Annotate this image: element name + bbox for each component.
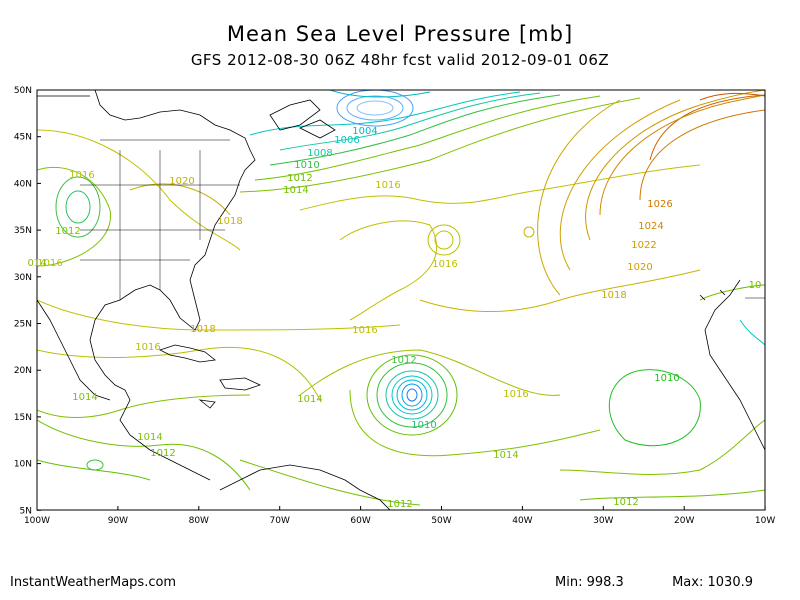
lon-tick-label: 100W: [24, 516, 50, 526]
site-credit: InstantWeatherMaps.com: [10, 575, 177, 590]
isobar-label: 1010: [411, 420, 436, 431]
isobar-label: 014: [27, 258, 46, 269]
isobar-label: 1014: [493, 450, 518, 461]
lat-tick-label: 20N: [14, 366, 32, 376]
min-label: Min:: [555, 575, 583, 590]
azores-high-contours: [537, 90, 765, 296]
isobar-label: 1020: [627, 262, 652, 273]
lon-tick-label: 20W: [674, 516, 694, 526]
longitude-axis: 100W 90W 80W 70W 60W 50W 40W 30W 20W 10W: [24, 506, 775, 526]
africa-contours: [559, 284, 765, 501]
isobar-label: 1022: [631, 240, 656, 251]
isobar-label: 1016: [375, 180, 400, 191]
borders: [80, 139, 765, 300]
lon-tick-label: 70W: [270, 516, 290, 526]
isobar-label: 1014: [297, 394, 322, 405]
lat-tick-label: 5N: [20, 506, 32, 516]
min-max-stats: Min: 998.3 Max: 1030.9: [555, 575, 753, 590]
tropical-cyclone-contours: [299, 349, 601, 457]
lat-tick-label: 15N: [14, 413, 32, 423]
lon-tick-label: 40W: [512, 516, 532, 526]
lat-tick-label: 50N: [14, 86, 32, 96]
isobar-label: 1016: [503, 389, 528, 400]
isobar-label: 1016: [352, 325, 377, 336]
isobar-label: 1010: [654, 373, 679, 384]
isobar-label: 1010: [294, 160, 319, 171]
lat-tick-label: 45N: [14, 133, 32, 143]
isobar-label: 1014: [137, 432, 162, 443]
lon-tick-label: 30W: [593, 516, 613, 526]
isobar-label: 1020: [169, 176, 194, 187]
lat-tick-label: 30N: [14, 273, 32, 283]
isobar-label: 1018: [601, 290, 626, 301]
isobar-label: 1016: [37, 258, 62, 269]
lat-tick-label: 25N: [14, 320, 32, 330]
map-title: Mean Sea Level Pressure [mb]: [226, 22, 574, 46]
isobar-label: 1012: [613, 497, 638, 508]
isobar-label: 1008: [307, 148, 332, 159]
isobar-label: 1018: [217, 216, 242, 227]
lat-tick-label: 35N: [14, 226, 32, 236]
isobar-label: 1012: [55, 226, 80, 237]
isobar-label: 1016: [432, 259, 457, 270]
isobar-label: 1016: [69, 170, 94, 181]
contour-layer: [37, 90, 765, 510]
isobar-label: 1026: [647, 199, 672, 210]
min-value: 998.3: [586, 575, 624, 590]
western-contours: [37, 129, 421, 506]
map-subtitle: GFS 2012-08-30 06Z 48hr fcst valid 2012-…: [190, 51, 610, 69]
lat-tick-label: 10N: [14, 460, 32, 470]
max-value: 1030.9: [707, 575, 754, 590]
isobar-label: 1006: [334, 135, 359, 146]
isobar-label: 1016: [135, 342, 160, 353]
lat-tick-label: 40N: [14, 179, 32, 189]
isobar-label: 10: [749, 280, 762, 291]
isobar-label: 1024: [638, 221, 663, 232]
plot-frame: [36, 89, 766, 511]
central-atlantic-contours: [299, 164, 701, 321]
isobar-label: 1004: [352, 126, 377, 137]
lon-tick-label: 50W: [431, 516, 451, 526]
isobar-label: 1014: [283, 185, 308, 196]
isobar-label: 1014: [72, 392, 97, 403]
lon-tick-label: 90W: [108, 516, 128, 526]
max-label: Max:: [672, 575, 704, 590]
isobar-label: 1012: [287, 173, 312, 184]
isobar-label: 1012: [387, 499, 412, 510]
northern-low-contours: [239, 90, 641, 193]
lon-tick-label: 10W: [755, 516, 775, 526]
isobar-label: 1012: [150, 448, 175, 459]
lon-tick-label: 80W: [189, 516, 209, 526]
coastlines: [37, 90, 765, 510]
isobar-label: 1018: [190, 324, 215, 335]
lon-tick-label: 60W: [350, 516, 370, 526]
isobar-label: 1012: [391, 355, 416, 366]
latitude-axis: 50N 45N 40N 35N 30N 25N 20N 15N 10N 5N: [14, 86, 41, 516]
